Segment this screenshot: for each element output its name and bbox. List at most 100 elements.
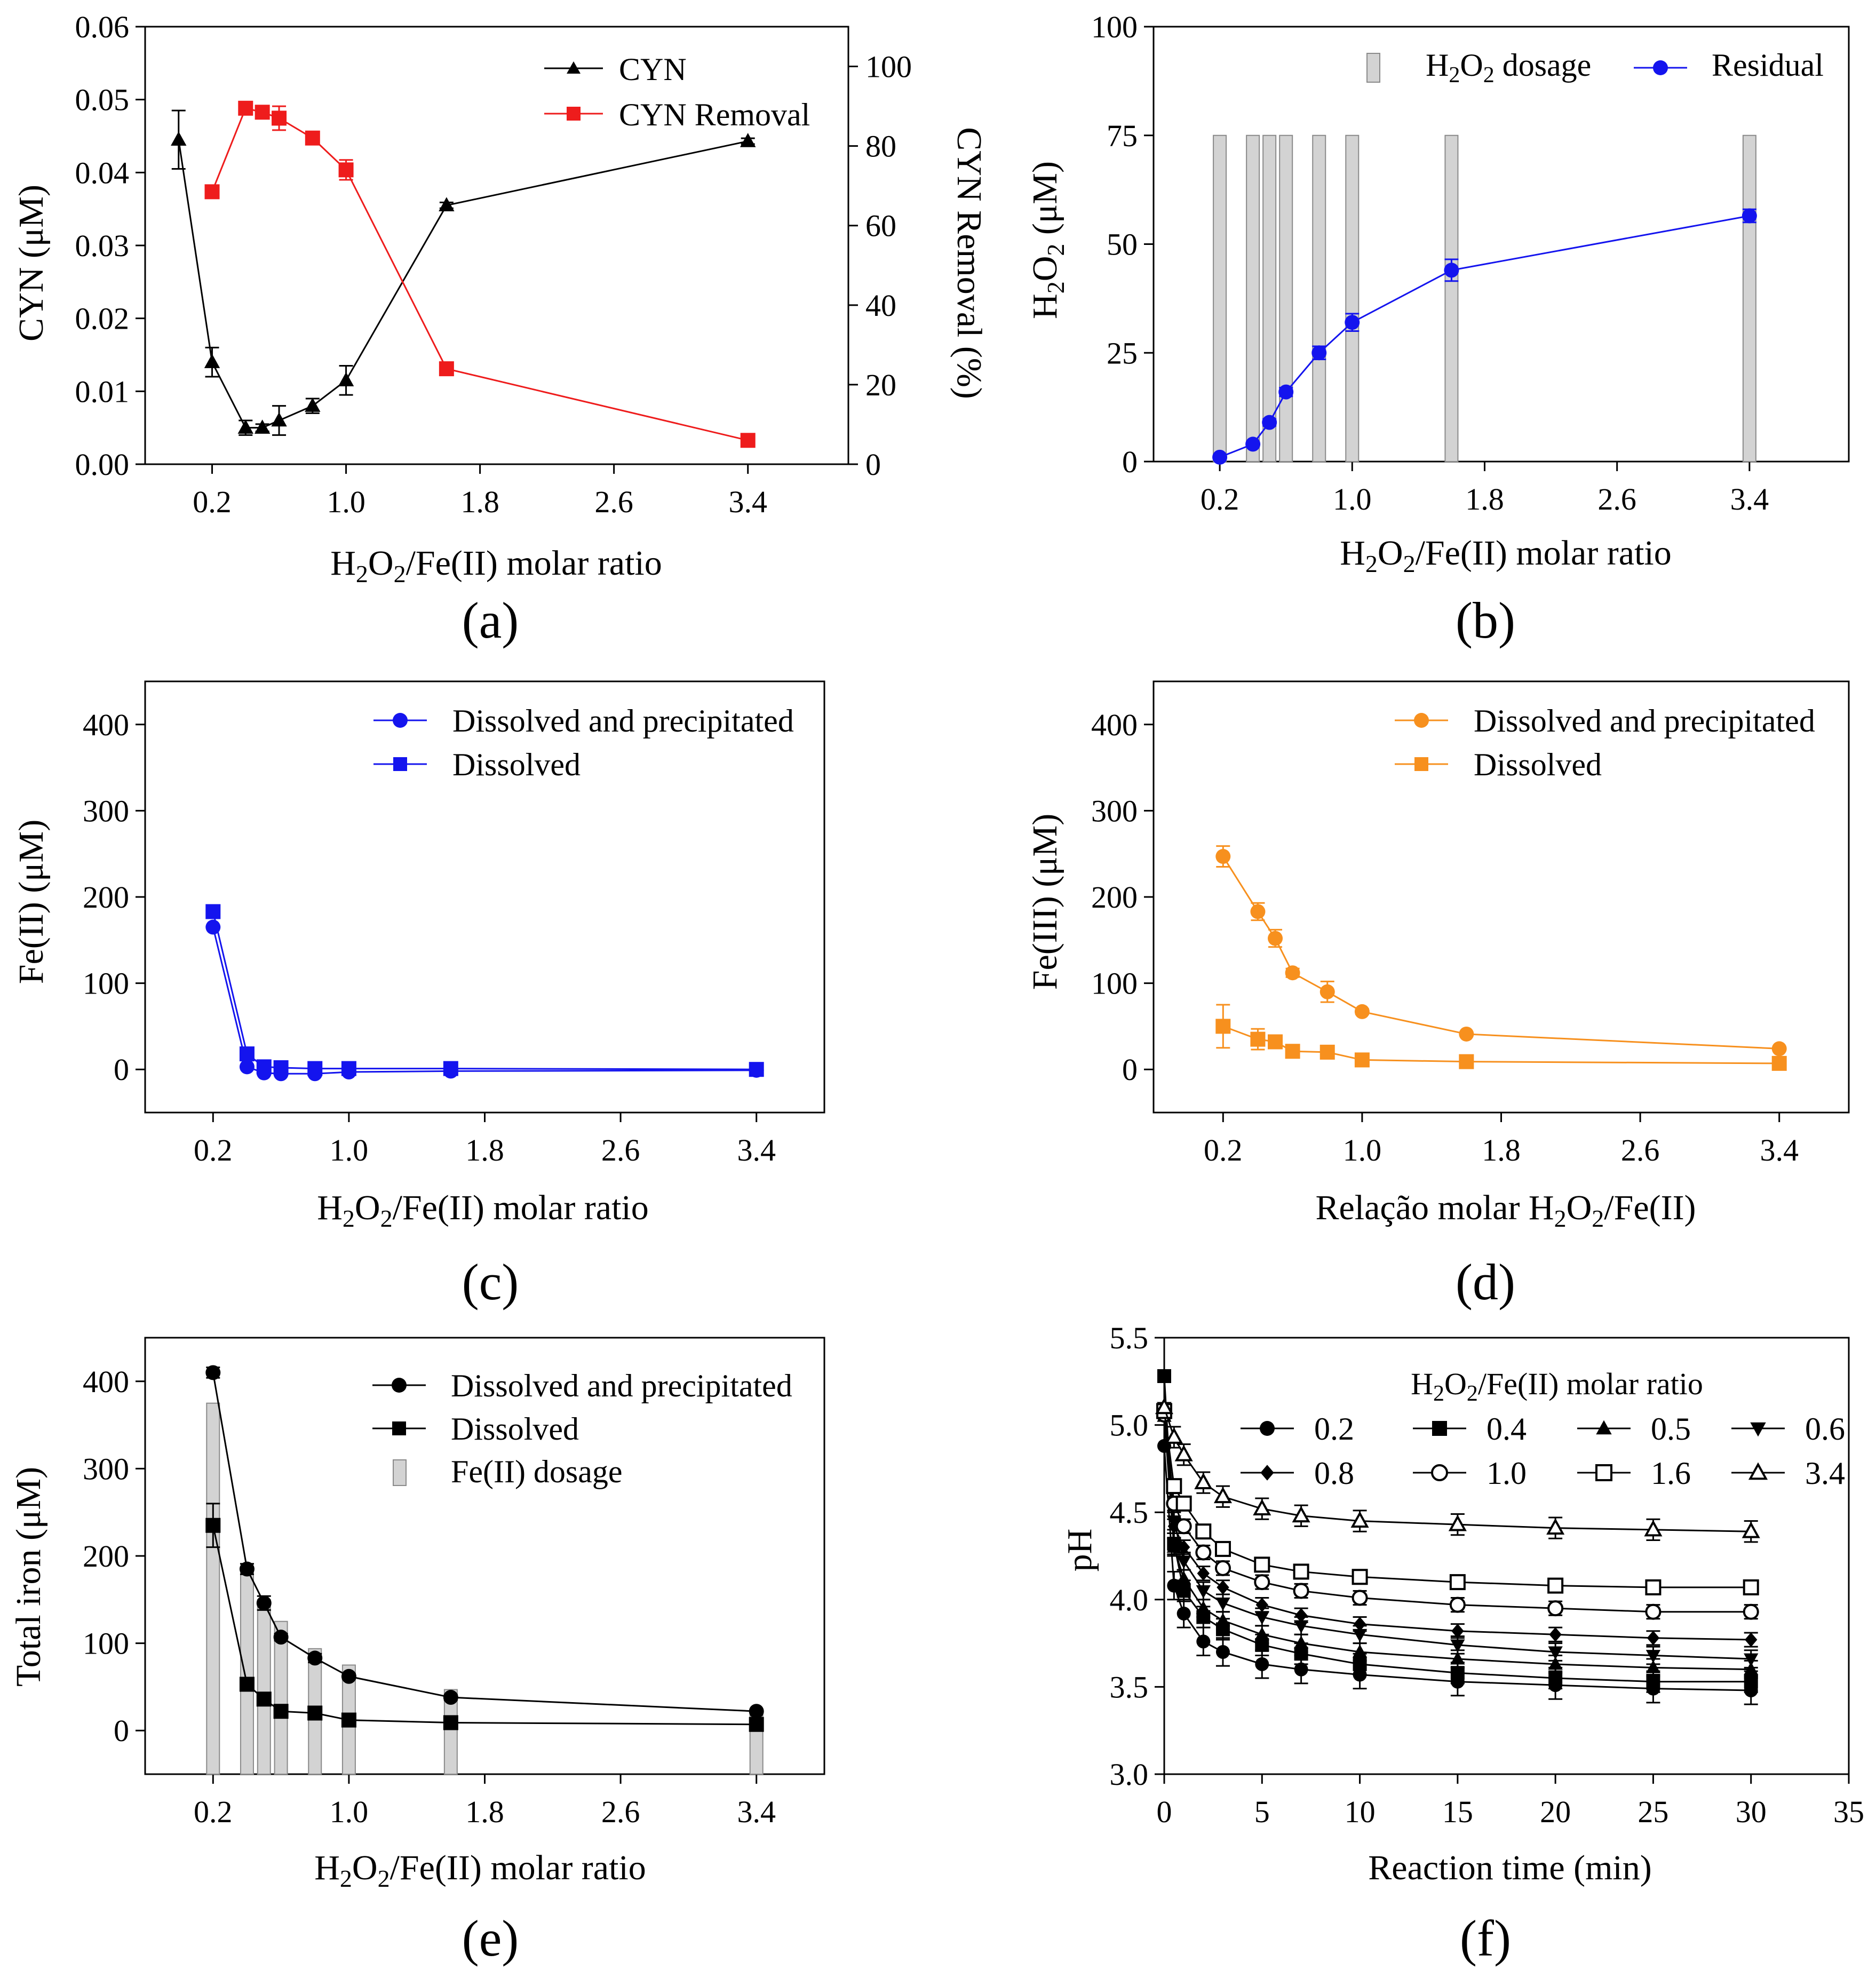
data-point	[204, 354, 220, 368]
bar	[240, 1566, 254, 1775]
data-point	[1350, 1511, 1369, 1528]
data-point	[443, 1715, 458, 1730]
data-point	[204, 184, 220, 200]
y-tick-label: 5.0	[1110, 1408, 1149, 1443]
frame-a	[144, 26, 849, 465]
y-tick-label: 0	[114, 1713, 129, 1748]
legend-label: 0.5	[1651, 1411, 1691, 1447]
data-point	[1195, 1523, 1212, 1540]
data-point	[1319, 984, 1335, 999]
data-point	[1744, 1653, 1759, 1667]
data-point	[1177, 1555, 1191, 1569]
data-point	[1293, 1620, 1309, 1634]
legend-marker	[1431, 1464, 1448, 1481]
panel-b-label: (b)	[1456, 592, 1515, 649]
data-point	[271, 412, 287, 427]
data-point	[1196, 1600, 1211, 1614]
data-point	[1547, 1600, 1564, 1617]
data-point	[1268, 1034, 1283, 1050]
y-tick-label: 200	[83, 1539, 129, 1574]
axes-b: 0.2 1.0 1.8 2.6 3.4 0 25 50 75 100	[1091, 10, 1850, 517]
x-tick-label: 0.2	[194, 1133, 233, 1167]
data-point	[1253, 1499, 1271, 1516]
data-point	[307, 1061, 323, 1076]
legend-marker	[1750, 1422, 1766, 1437]
frame-f	[1163, 1337, 1850, 1775]
data-point	[255, 105, 270, 120]
data-point	[238, 100, 253, 116]
y-tick-label: 200	[1091, 880, 1138, 915]
data-point	[1293, 1583, 1309, 1599]
data-point	[205, 1365, 221, 1380]
x-tick-label: 1.0	[1343, 1133, 1382, 1167]
data-point	[1166, 1478, 1182, 1495]
y-tick-label: 25	[1107, 336, 1138, 370]
legend-marker	[1596, 1420, 1612, 1435]
panel-a-label: (a)	[462, 592, 519, 649]
data-point	[1215, 1645, 1230, 1659]
axes-a: 0.2 1.0 1.8 2.6 3.4 0.00 0.01 0.02 0.03 0.04 0.05 0…	[75, 10, 912, 519]
data-point	[1197, 1566, 1210, 1581]
series-line-Dissolved and precipitated	[1222, 856, 1779, 1050]
legend-label-residual: Residual	[1712, 47, 1824, 83]
data-point	[1450, 1651, 1465, 1665]
panel-f-legend: 0.2 0.4 0.5 0.6 0.8 1.0 1.6 3.4	[1241, 1411, 1845, 1491]
bar	[1742, 134, 1756, 462]
y-tick-label: 0	[114, 1052, 129, 1087]
data-point	[1771, 1055, 1787, 1071]
data-point	[1214, 1540, 1231, 1557]
panel-a-ylabel: CYN (μM)	[12, 185, 51, 341]
y-tick-label: 0.01	[75, 374, 130, 409]
panel-b-xlabel: H2O2/Fe(II) molar ratio	[1340, 534, 1672, 577]
data-point	[1285, 1044, 1300, 1059]
y-tick-label: 3.5	[1110, 1670, 1149, 1704]
y-tick-label: 0.03	[75, 228, 130, 263]
data-point	[1353, 1616, 1366, 1632]
data-point	[1254, 1611, 1269, 1625]
data-point	[1215, 1019, 1231, 1034]
data-point	[1213, 1487, 1233, 1504]
legend-label: 0.8	[1314, 1456, 1354, 1491]
data-point	[171, 131, 187, 146]
x-tick-label: 1.8	[465, 1133, 504, 1167]
data-point	[338, 162, 354, 178]
bar	[1312, 134, 1326, 462]
data-point	[205, 919, 221, 935]
bar	[257, 1599, 271, 1775]
y-tick-label: 3.0	[1110, 1757, 1149, 1792]
panel-d-label: (d)	[1456, 1253, 1515, 1310]
panel-d-legend: Dissolved and precipitated Dissolved	[1395, 703, 1815, 782]
axes-c: 0.2 1.0 1.8 2.6 3.4 0 100 200 300 400	[83, 680, 825, 1167]
panel-e-label: (e)	[462, 1910, 519, 1967]
data-point	[1548, 1646, 1563, 1660]
legend-marker	[1260, 1421, 1275, 1436]
legend-label-e-dissolved: Dissolved	[451, 1411, 579, 1447]
data-point	[443, 1061, 458, 1076]
y-tick-label: 100	[1091, 10, 1138, 44]
data-point	[239, 1059, 255, 1075]
data-point	[1285, 965, 1300, 981]
data-point	[272, 110, 287, 126]
bar	[1262, 134, 1277, 462]
data-point	[1459, 1026, 1474, 1042]
x-tick-label: 1.0	[1333, 482, 1372, 517]
data-point	[1196, 1585, 1211, 1599]
data-point	[273, 1704, 289, 1719]
data-point	[205, 1518, 221, 1533]
data-point	[1254, 1626, 1269, 1640]
data-point	[1352, 1644, 1368, 1658]
y-tick-label: 300	[83, 1451, 129, 1486]
data-point	[1194, 1473, 1213, 1489]
bar	[1279, 134, 1293, 462]
legend-label-h2o2-dosage: H2O2 dosage	[1426, 47, 1591, 88]
data-point	[443, 1690, 458, 1705]
data-point	[237, 419, 253, 434]
data-point	[1293, 1635, 1309, 1649]
x-tick-label: 10	[1345, 1794, 1376, 1829]
data-point	[1645, 1603, 1662, 1620]
data-point	[1352, 1569, 1368, 1585]
data-point	[1245, 436, 1261, 452]
data-point	[205, 904, 221, 919]
data-point	[256, 1059, 272, 1075]
data-point	[1292, 1506, 1310, 1523]
